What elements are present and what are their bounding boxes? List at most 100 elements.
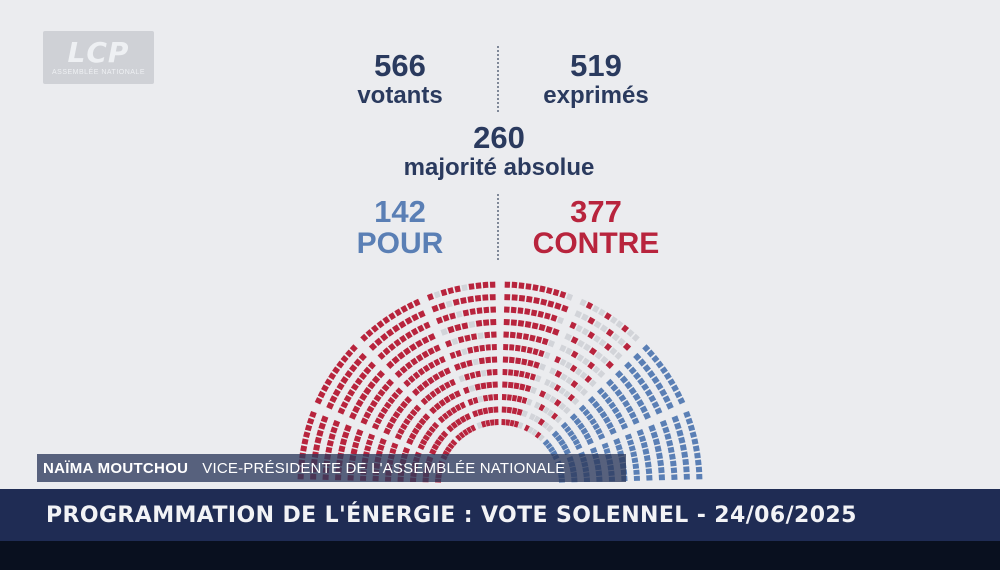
seat-arc: [553, 399, 562, 407]
ticker-text: PROGRAMMATION DE L'ÉNERGIE : VOTE SOLENN…: [46, 502, 857, 528]
seat-arc: [374, 417, 383, 425]
seat-arc: [587, 331, 596, 340]
seat-arc: [666, 439, 674, 447]
seat-arc: [532, 348, 539, 356]
seat-arc: [540, 298, 548, 306]
seat-arc: [517, 320, 525, 327]
seat-arc: [352, 405, 361, 414]
seat-arc: [518, 295, 526, 302]
seat-arc: [488, 394, 494, 401]
seat-arc: [508, 356, 515, 364]
seat-arc: [437, 370, 446, 378]
seat-arc: [521, 396, 528, 404]
seat-arc: [421, 336, 430, 345]
seat-arc: [565, 376, 574, 385]
seat-arc: [412, 388, 420, 397]
seat-arc: [367, 381, 376, 390]
seat-arc: [569, 413, 578, 421]
seat-arc: [447, 442, 455, 450]
seat-arc: [560, 443, 569, 451]
seat-arc: [406, 413, 414, 421]
seat-arc: [563, 406, 571, 415]
bottom-bar: [0, 541, 1000, 570]
seat-arc: [477, 332, 484, 340]
seat-arc: [535, 336, 543, 344]
stat-pour: 142 POUR: [330, 196, 470, 260]
seat-arc: [631, 417, 640, 425]
news-ticker: PROGRAMMATION DE L'ÉNERGIE : VOTE SOLENN…: [0, 489, 1000, 541]
seat-arc: [338, 445, 346, 453]
seat-arc: [640, 441, 648, 449]
seat-arc: [408, 343, 417, 352]
seat-arc: [336, 360, 345, 369]
seat-arc: [326, 439, 334, 447]
seat-arc: [433, 290, 441, 299]
seat-arc: [382, 347, 391, 356]
seat-arc: [537, 434, 545, 442]
stat-votants: 566 votants: [330, 50, 470, 110]
seat-arc: [528, 413, 536, 421]
seat-arc: [339, 438, 348, 446]
speaker-name: NAÏMA MOUTCHOU: [43, 459, 189, 477]
seat-arc: [385, 378, 394, 387]
seat-arc: [603, 448, 611, 455]
seat-arc: [459, 401, 467, 409]
seat-arc: [576, 339, 585, 348]
seat-arc: [654, 445, 662, 453]
seat-arc: [654, 407, 663, 415]
seat-arc: [300, 445, 308, 452]
seat-arc: [415, 353, 424, 362]
seat-arc: [360, 417, 369, 425]
seat-arc: [648, 424, 656, 432]
seat-arc: [386, 328, 395, 337]
seat-arc: [485, 356, 492, 364]
seat-arc: [446, 424, 454, 433]
seat-arc: [567, 430, 575, 438]
seat-arc: [371, 422, 380, 430]
seat-arc: [389, 416, 398, 424]
seat-arc: [442, 314, 450, 322]
seat-arc: [564, 333, 573, 341]
seat-arc: [377, 411, 386, 420]
seat-arc: [470, 424, 477, 432]
seat-arc: [642, 448, 650, 455]
seat-arc: [579, 298, 587, 307]
seat-arc: [358, 352, 367, 362]
seat-arc: [359, 392, 368, 401]
seat-arc: [655, 360, 664, 369]
seat-arc: [485, 419, 491, 427]
seat-arc: [422, 364, 431, 373]
seat-arc: [617, 337, 626, 346]
seat-arc: [440, 288, 448, 297]
seat-arc: [554, 370, 563, 378]
seat-arc: [433, 358, 441, 367]
seat-arc: [330, 426, 338, 434]
seat-arc: [593, 320, 602, 329]
seat-arc: [386, 360, 395, 369]
seat-arc: [447, 325, 455, 334]
seat-arc: [321, 384, 329, 393]
seat-arc: [383, 401, 392, 410]
seat-arc: [318, 422, 326, 430]
seat-arc: [391, 391, 400, 400]
seat-arc: [477, 408, 484, 416]
seat-arc: [588, 347, 598, 356]
seat-arc: [475, 320, 483, 327]
seat-arc: [509, 331, 516, 339]
seat-arc: [353, 435, 362, 443]
seat-arc: [606, 378, 615, 387]
seat-arc: [589, 379, 597, 388]
seat-arc: [443, 381, 451, 389]
seat-arc: [608, 401, 617, 410]
seat-arc: [523, 424, 530, 432]
seat-arc: [571, 397, 580, 406]
seat-arc: [544, 392, 552, 401]
seat-arc: [377, 351, 386, 360]
seat-arc: [530, 386, 537, 394]
seat-arc: [486, 369, 492, 376]
seat-arc: [386, 421, 394, 430]
seat-arc: [329, 395, 338, 404]
seat-arc: [387, 396, 396, 405]
seat-arc: [521, 410, 528, 418]
seat-arc: [505, 419, 511, 426]
